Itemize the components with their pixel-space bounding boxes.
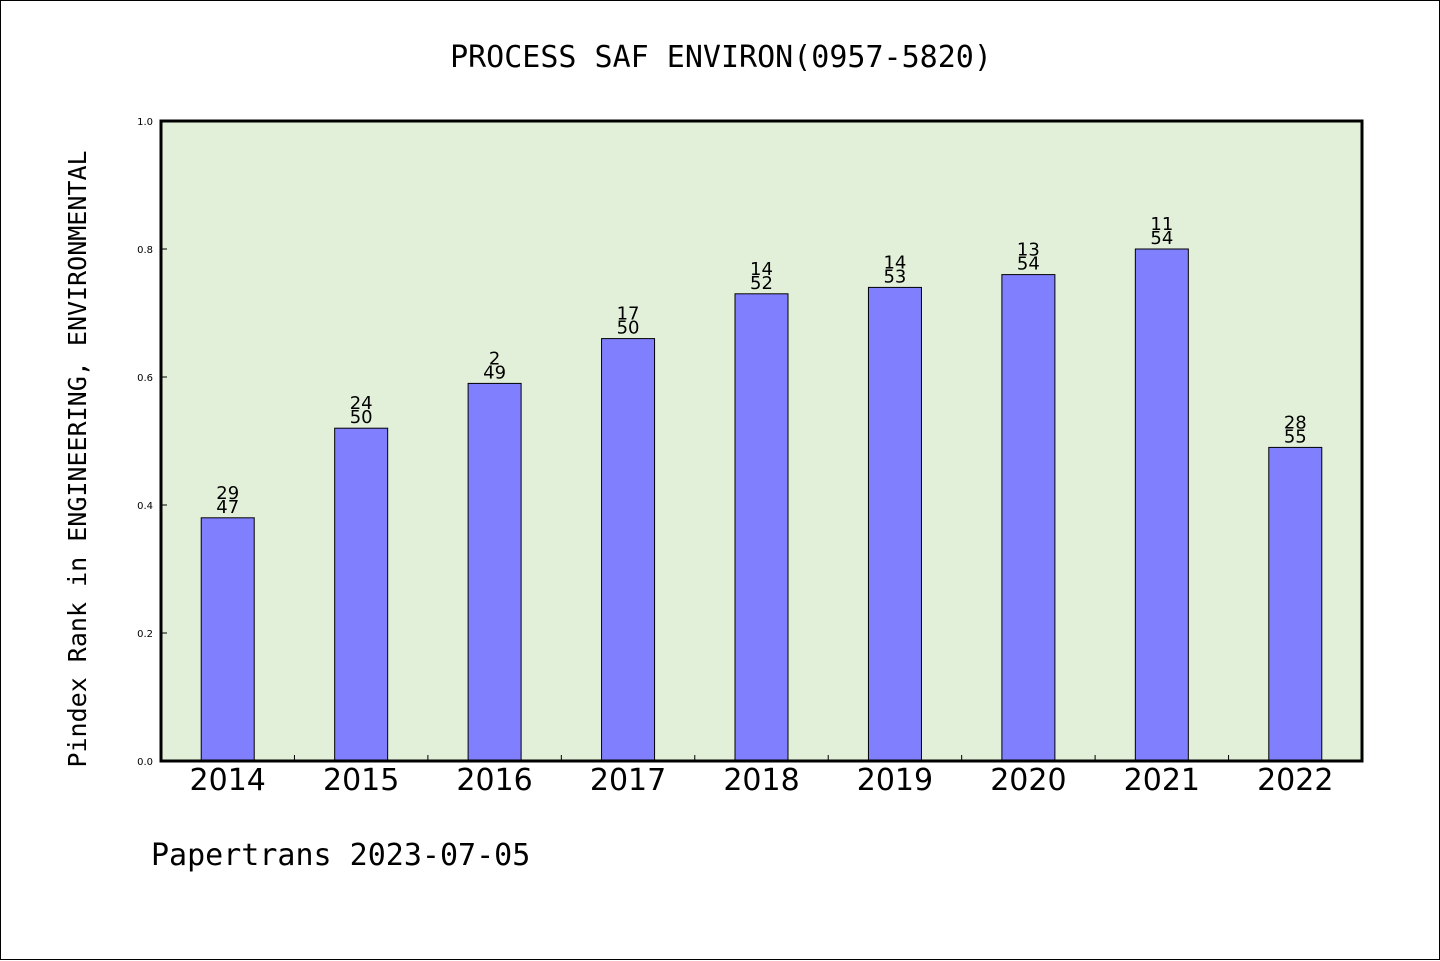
x-tick-label: 2021 (1124, 763, 1200, 798)
bar-rank-label: 17 (617, 304, 640, 325)
x-tick-label: 2014 (190, 763, 266, 798)
bar (334, 427, 389, 762)
bar-rank-label: 29 (216, 483, 239, 504)
bar-total-label: 52 (750, 273, 773, 294)
bar-total-label: 54 (1150, 228, 1173, 249)
bar-total-label: 53 (883, 266, 906, 287)
x-axis: 2014 2015 2016 2017 2018 2019 2020 2021 2022 (190, 755, 1333, 798)
bar (1134, 248, 1189, 762)
bar (734, 293, 789, 762)
y-tick-label: 0.8 (137, 245, 153, 256)
x-tick-label: 2020 (990, 763, 1066, 798)
y-tick-label: 0.2 (137, 629, 153, 640)
plot-border (159, 119, 1364, 763)
bar-total-label: 50 (617, 318, 640, 339)
bar (1268, 446, 1323, 762)
y-tick-label: 1.0 (137, 117, 153, 128)
bar-rank-label: 11 (1150, 214, 1173, 235)
bar-rank-label: 13 (1017, 240, 1040, 261)
bar (601, 338, 656, 762)
bar-total-label: 50 (350, 407, 373, 428)
x-tick-label: 2022 (1257, 763, 1333, 798)
y-tick-label: 0.4 (137, 501, 153, 512)
bar-rank-label: 2 (489, 348, 500, 369)
bar-total-label: 54 (1017, 254, 1040, 275)
bar-series (200, 248, 1323, 762)
bar (867, 286, 922, 762)
bar (467, 382, 522, 762)
bar (200, 517, 255, 762)
y-tick-label: 0.0 (137, 757, 153, 768)
x-tick-label: 2016 (456, 763, 532, 798)
bar-rank-label: 24 (350, 393, 373, 414)
bar-rank-label: 28 (1284, 412, 1307, 433)
bar-total-label: 55 (1284, 426, 1307, 447)
bar-rank-label: 14 (883, 252, 906, 273)
x-tick-label: 2019 (857, 763, 933, 798)
y-tick-label: 0.6 (137, 373, 153, 384)
x-tick-label: 2018 (723, 763, 799, 798)
bar-rank-label: 14 (750, 259, 773, 280)
bar (1001, 274, 1056, 762)
footer-source: Papertrans 2023-07-05 (151, 838, 530, 873)
chart-title: PROCESS SAF ENVIRON(0957-5820) (450, 40, 992, 75)
x-tick-label: 2015 (323, 763, 399, 798)
x-tick-label: 2017 (590, 763, 666, 798)
bar-total-label: 47 (216, 497, 239, 518)
bar-total-label: 49 (483, 362, 506, 383)
y-axis-label: Pindex Rank in ENGINEERING, ENVIRONMENTA… (63, 150, 92, 767)
